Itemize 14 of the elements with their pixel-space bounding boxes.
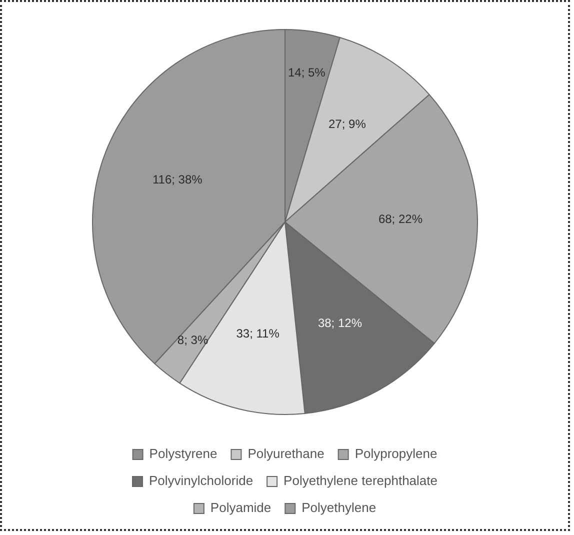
legend-label: Polypropylene bbox=[354, 446, 438, 462]
data-label: 8; 3% bbox=[177, 332, 208, 347]
data-label: 38; 12% bbox=[318, 316, 362, 330]
legend-label: Polyamide bbox=[210, 500, 272, 516]
legend-label: Polyurethane bbox=[248, 446, 324, 462]
legend-label: Polyethylene bbox=[302, 500, 376, 516]
data-label: 33; 11% bbox=[236, 326, 280, 341]
legend-label: Polystyrene bbox=[149, 446, 218, 462]
legend-label: Polyethylene terephthalate bbox=[284, 473, 438, 488]
data-label: 27; 9% bbox=[328, 116, 366, 131]
data-label: 116; 38% bbox=[152, 172, 203, 186]
legend-label: Polyvinylcholoride bbox=[149, 473, 254, 488]
data-label: 14; 5% bbox=[288, 66, 326, 80]
data-label: 68; 22% bbox=[378, 212, 423, 226]
